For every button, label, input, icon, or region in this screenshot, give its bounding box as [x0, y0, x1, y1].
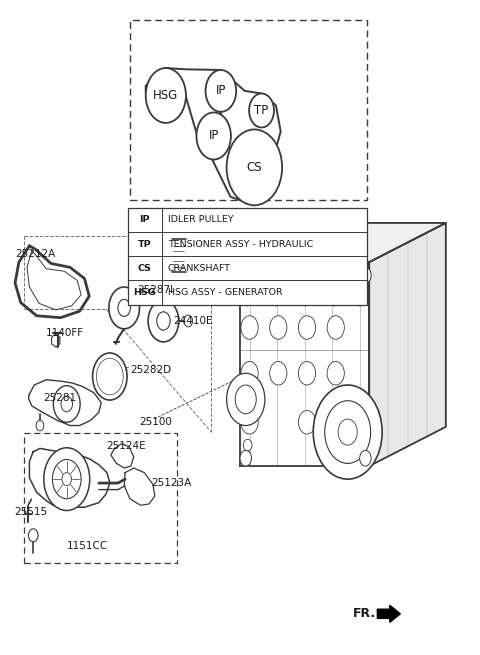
Circle shape: [299, 411, 316, 434]
Circle shape: [36, 421, 44, 431]
Circle shape: [148, 300, 179, 342]
Circle shape: [184, 315, 192, 327]
Circle shape: [360, 267, 371, 283]
Circle shape: [329, 294, 338, 306]
Text: 25100: 25100: [140, 417, 172, 427]
Circle shape: [272, 294, 281, 306]
Circle shape: [355, 294, 364, 306]
Circle shape: [273, 268, 298, 302]
Polygon shape: [29, 449, 110, 507]
Circle shape: [235, 385, 256, 414]
Circle shape: [327, 316, 344, 339]
Polygon shape: [124, 468, 155, 505]
Polygon shape: [28, 380, 101, 426]
Text: FR.: FR.: [352, 607, 375, 620]
Text: IP: IP: [216, 84, 226, 98]
Bar: [128, 208, 367, 305]
Polygon shape: [240, 223, 446, 262]
Polygon shape: [111, 444, 134, 468]
Circle shape: [338, 419, 357, 445]
Text: HSG: HSG: [153, 89, 179, 102]
Text: IP: IP: [208, 130, 219, 143]
Circle shape: [249, 94, 274, 128]
Circle shape: [243, 440, 252, 451]
Circle shape: [62, 473, 72, 485]
Circle shape: [243, 294, 252, 306]
Text: CS: CS: [247, 161, 262, 174]
Text: CRANKSHAFT: CRANKSHAFT: [168, 264, 231, 273]
Circle shape: [28, 529, 38, 542]
Polygon shape: [240, 262, 369, 466]
Circle shape: [360, 451, 371, 466]
Circle shape: [240, 267, 252, 283]
Text: 25287I: 25287I: [137, 284, 173, 295]
Circle shape: [299, 362, 316, 385]
Circle shape: [196, 113, 231, 160]
Text: HSG ASSY - GENERATOR: HSG ASSY - GENERATOR: [168, 288, 282, 297]
Text: 24410E: 24410E: [173, 316, 213, 326]
Text: 25281: 25281: [43, 393, 76, 403]
Text: 25124E: 25124E: [106, 441, 145, 451]
Circle shape: [302, 268, 326, 302]
Circle shape: [61, 396, 72, 412]
Circle shape: [227, 373, 265, 426]
Circle shape: [313, 385, 382, 479]
Circle shape: [301, 294, 310, 306]
Circle shape: [205, 70, 236, 112]
Text: TP: TP: [138, 240, 152, 249]
Bar: [24, 434, 177, 563]
Text: 25212A: 25212A: [15, 250, 55, 259]
Circle shape: [109, 287, 140, 329]
Circle shape: [244, 268, 269, 302]
Bar: [173, 239, 184, 272]
Circle shape: [330, 268, 355, 302]
Circle shape: [96, 358, 123, 395]
Polygon shape: [369, 223, 446, 466]
Circle shape: [299, 316, 316, 339]
Circle shape: [240, 451, 252, 466]
Bar: [130, 20, 367, 200]
Text: TENSIONER ASSY - HYDRAULIC: TENSIONER ASSY - HYDRAULIC: [168, 240, 313, 249]
Circle shape: [241, 411, 258, 434]
Circle shape: [270, 316, 287, 339]
Text: IDLER PULLEY: IDLER PULLEY: [168, 215, 233, 225]
Circle shape: [157, 312, 170, 330]
Text: 1140FF: 1140FF: [46, 328, 84, 338]
Text: CS: CS: [138, 264, 152, 273]
Circle shape: [324, 401, 371, 464]
Text: TP: TP: [254, 104, 269, 117]
Circle shape: [270, 362, 287, 385]
Circle shape: [44, 448, 90, 510]
Text: 1151CC: 1151CC: [67, 542, 108, 552]
Circle shape: [327, 362, 344, 385]
Circle shape: [146, 68, 186, 123]
Circle shape: [102, 366, 118, 387]
Text: HSG: HSG: [133, 288, 156, 297]
Text: 25515: 25515: [14, 507, 47, 517]
Circle shape: [243, 400, 252, 412]
Circle shape: [93, 353, 127, 400]
Circle shape: [53, 386, 80, 422]
Circle shape: [118, 299, 131, 316]
Text: IP: IP: [140, 215, 150, 225]
Circle shape: [227, 130, 282, 205]
Circle shape: [241, 316, 258, 339]
Text: 25282D: 25282D: [130, 365, 171, 375]
FancyArrow shape: [377, 605, 400, 622]
Text: 25123A: 25123A: [152, 478, 192, 488]
Circle shape: [52, 460, 81, 498]
Circle shape: [241, 362, 258, 385]
